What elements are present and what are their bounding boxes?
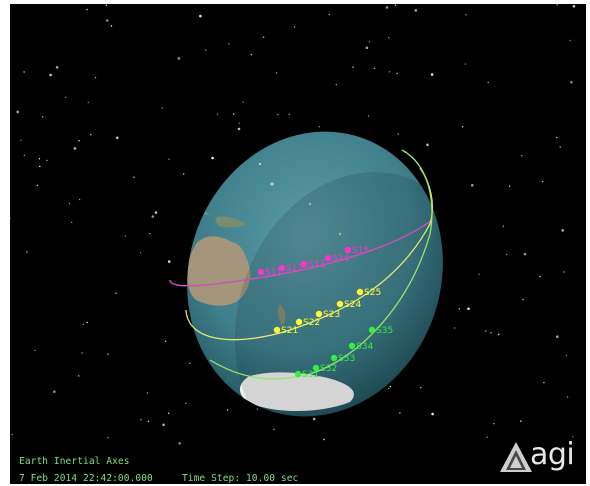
new-zealand [277,304,286,326]
satellite-label-s23: S23 [323,310,340,320]
satellite-marker-s23[interactable] [315,310,323,318]
reference-frame-label: Earth Inertial Axes [19,456,130,467]
agi-logo-text: agi [530,437,575,472]
earth-globe[interactable] [151,98,519,484]
agi-logo-icon [500,442,532,472]
satellite-label-s34: S34 [356,342,373,352]
satellite-label-s15: S15 [352,246,369,256]
magenta-orbit-track [169,219,433,287]
australia-landmass [186,236,251,306]
satellite-marker-s35[interactable] [368,326,376,334]
satellite-label-s13: S13 [308,260,325,270]
satellite-marker-s24[interactable] [336,300,344,308]
new-guinea [215,216,246,228]
satellites[interactable]: S11 S12 S13S14S15S21S22S23S24S25S31S32S33S… [257,246,393,380]
satellite-marker-s22[interactable] [295,318,303,326]
satellite-marker-s31[interactable] [294,370,302,378]
antarctica-ice [239,372,354,411]
agi-logo: agi [498,438,578,478]
satellite-marker-s21[interactable] [273,326,281,334]
satellite-marker-s32[interactable] [312,364,320,372]
green-orbit-track [209,149,433,380]
satellite-marker-s14[interactable] [324,254,332,262]
satellite-label-s21: S21 [281,326,298,336]
satellite-label-s31: S31 [302,370,319,380]
satellite-marker-s25[interactable] [356,288,364,296]
3d-globe-viewport[interactable]: S11 S12 S13 S14 S15 S21 S22 S23 S24 S25 S31 S32 S33 S… [10,4,586,484]
satellite-label-s24: S24 [344,300,361,310]
satellite-label-s33: S33 [338,354,355,364]
satellite-marker-s15[interactable] [344,246,352,254]
star-field [10,4,576,445]
datetime-label: 7 Feb 2014 22:42:00.000 [19,473,153,484]
satellite-marker-s11[interactable] [257,268,265,276]
satellite-marker-s34[interactable] [348,342,356,350]
satellite-label-s35: S35 [376,326,393,336]
satellite-marker-s13[interactable] [300,260,308,268]
time-readout: 7 Feb 2014 22:42:00.000 Time Step: 10.00… [19,473,298,484]
satellite-label-s32: S32 [320,364,337,374]
globe-scene[interactable]: S11 S12 S13S14S15S21S22S23S24S25S31S32S33S… [10,4,586,484]
satellite-label-s22: S22 [303,318,320,328]
satellite-marker-s33[interactable] [330,354,338,362]
time-step-label: Time Step: 10.00 sec [181,473,299,484]
satellite-label-s12: S12 [286,264,303,274]
satellite-label-s25: S25 [364,288,381,298]
orbit-tracks [169,149,434,380]
satellite-label-s11: S11 [265,268,282,278]
satellite-label-s14: S14 [332,254,349,264]
satellite-marker-s12[interactable] [278,264,286,272]
